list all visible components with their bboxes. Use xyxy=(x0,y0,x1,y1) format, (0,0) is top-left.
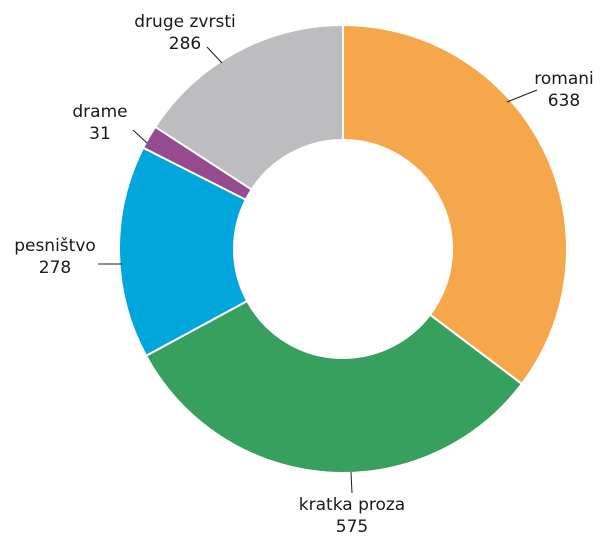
slice-druge-zvrsti xyxy=(153,23,344,191)
label-category-kratka-proza: kratka proza xyxy=(299,495,405,515)
label-value-kratka-proza: 575 xyxy=(336,517,368,537)
label-category-pesnistvo: pesništvo xyxy=(14,236,96,256)
leader-line-druge-zvrsti xyxy=(206,46,223,64)
label-category-romani: romani xyxy=(534,69,594,89)
label-value-romani: 638 xyxy=(548,91,580,111)
slice-kratka-proza xyxy=(144,299,524,474)
label-category-drame: drame xyxy=(72,102,127,122)
label-value-druge-zvrsti: 286 xyxy=(169,34,201,54)
slices-group xyxy=(118,23,568,474)
leader-line-drame xyxy=(132,129,148,144)
label-category-druge-zvrsti: druge zvrsti xyxy=(134,12,235,32)
leader-line-kratka-proza xyxy=(350,471,353,494)
slice-romani xyxy=(342,23,568,386)
leader-lines-group xyxy=(98,46,538,494)
slice-pesnistvo xyxy=(118,146,249,358)
leader-line-romani xyxy=(506,89,538,103)
label-value-pesnistvo: 278 xyxy=(39,258,71,278)
label-value-drame: 31 xyxy=(89,124,111,144)
